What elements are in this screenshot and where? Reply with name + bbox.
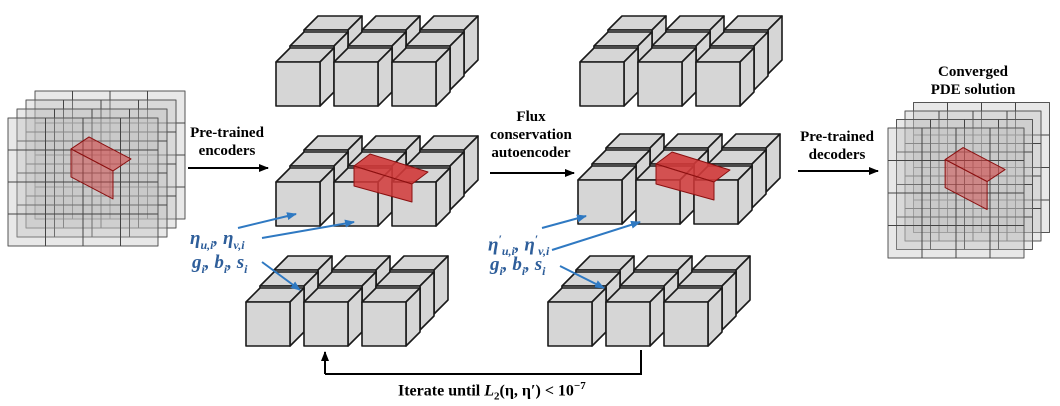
red-region-front [70,148,114,200]
latent-stack-left-top [275,15,479,107]
latent-gbs-left: gi, bi, si [192,252,248,276]
red-region-front [353,165,413,203]
cube [361,287,421,347]
latent-eta-left: ηu,i, ηv,i [190,228,245,252]
pointer-eta-right [541,214,587,229]
red-region-front [944,159,988,211]
cube [245,287,305,347]
latent-stack-right-middle [577,133,781,225]
encoders-label: Pre-trained encoders [190,125,264,159]
iteration-criterion-label: Iterate until L2(η, η′) < 10−7 [398,380,586,403]
cube-front-face [275,181,321,227]
latent-gbs-right: gi, bi, si [490,254,546,278]
cube-front-face [391,61,437,107]
latent-stack-right-top [579,15,783,107]
cube-front-face [579,61,625,107]
cube [303,287,363,347]
cube [391,47,451,107]
latent-stack-right-bottom [547,255,751,347]
iteration-loop-line [325,350,642,375]
cube-front-face [637,61,683,107]
input-domain-grid [7,90,186,247]
pointer-eta-left [237,212,297,229]
cube-front-face [361,301,407,347]
cube-front-face [547,301,593,347]
cube-front-face [663,301,709,347]
pointer-gbs-right [559,265,605,289]
converged-domain-grid [887,102,1050,259]
decoders-label: Pre-trained decoders [800,129,874,163]
cube-front-face [577,179,623,225]
pointer-eta-left-2 [261,219,355,239]
latent-eta-right: η′u,i, η′v,i [488,232,550,259]
cube [577,165,637,225]
pointer-eta-right-2 [551,220,641,251]
cube [637,47,697,107]
cube [547,287,607,347]
cube-front-face [245,301,291,347]
red-region-front [655,163,715,201]
cube [663,287,723,347]
pointer-gbs-left [261,261,301,291]
latent-stack-left-bottom [245,255,449,347]
cube-front-face [605,301,651,347]
flux-autoencoder-label: Flux conservation autoencoder [490,109,572,161]
cube [579,47,639,107]
cube [695,47,755,107]
cube-front-face [303,301,349,347]
latent-stack-left-middle [275,135,479,227]
cube [275,47,335,107]
cube [605,287,665,347]
cube-front-face [333,61,379,107]
cube-front-face [275,61,321,107]
cube-front-face [695,61,741,107]
converged-solution-label: Converged PDE solution [930,64,1016,98]
cube [333,47,393,107]
